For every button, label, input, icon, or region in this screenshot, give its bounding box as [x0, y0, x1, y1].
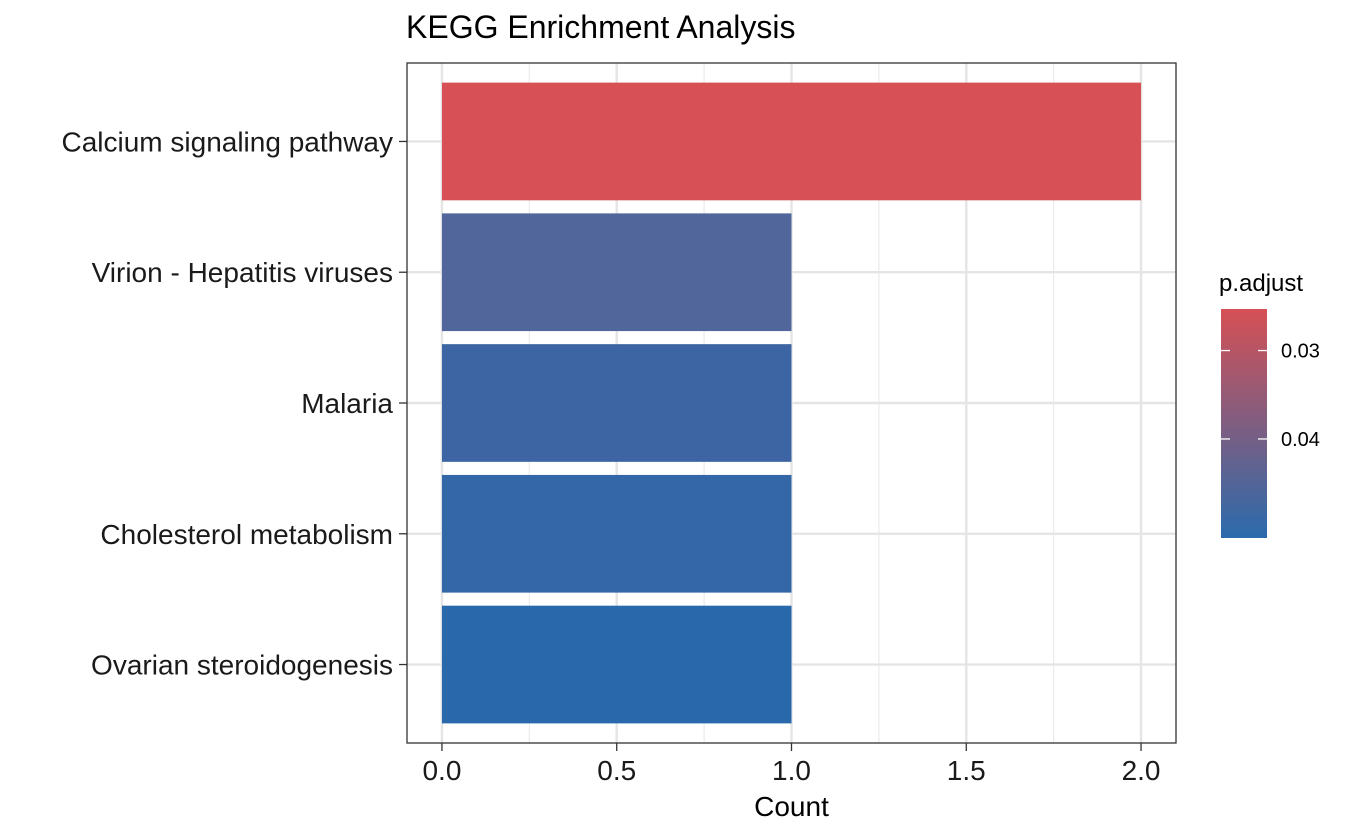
legend-tick-label: 0.03: [1281, 341, 1320, 363]
x-tick-label: 2.0: [1122, 755, 1161, 786]
x-axis: 0.0 0.5 1.0 1.5 2.0: [422, 743, 1161, 786]
x-axis-title: Count: [754, 791, 829, 822]
legend-tick-label: 0.04: [1281, 429, 1320, 451]
bar-cholesterol-metabolism: [441, 474, 792, 593]
legend: p.adjust 0.03 0.04: [1219, 270, 1320, 538]
x-tick-label: 1.5: [947, 755, 986, 786]
y-tick-label: Cholesterol metabolism: [100, 519, 393, 550]
legend-ticks: 0.03 0.04: [1221, 341, 1320, 451]
x-tick-label: 0.0: [422, 755, 461, 786]
x-tick-label: 0.5: [597, 755, 636, 786]
bars: [441, 82, 1142, 724]
bar-ovarian-steroidogenesis: [441, 605, 792, 724]
y-tick-label: Virion - Hepatitis viruses: [92, 257, 393, 288]
bar-calcium-signaling-pathway: [441, 82, 1142, 201]
bar-malaria: [441, 344, 792, 462]
bar-virion-hepatitis-viruses: [441, 213, 792, 332]
legend-colorbar: [1221, 309, 1267, 538]
y-tick-label: Calcium signaling pathway: [61, 126, 393, 157]
y-axis: Calcium signaling pathway Virion - Hepati…: [61, 126, 407, 681]
legend-title: p.adjust: [1219, 270, 1303, 297]
x-tick-label: 1.0: [772, 755, 811, 786]
y-tick-label: Malaria: [301, 388, 393, 419]
chart-title: KEGG Enrichment Analysis: [406, 9, 795, 45]
y-tick-label: Ovarian steroidogenesis: [91, 650, 393, 681]
